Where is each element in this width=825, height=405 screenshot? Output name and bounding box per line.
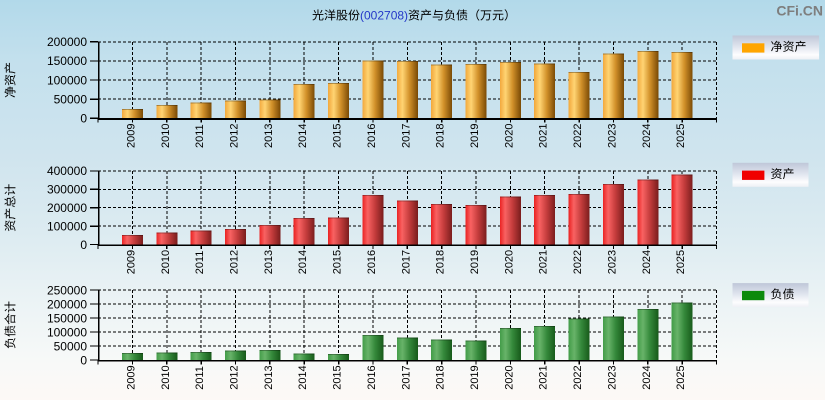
svg-text:2016: 2016 (366, 124, 378, 148)
svg-text:150000: 150000 (47, 54, 87, 68)
svg-text:2017: 2017 (400, 250, 412, 274)
svg-text:2024: 2024 (641, 250, 653, 274)
svg-text:100000: 100000 (47, 219, 87, 233)
svg-text:2018: 2018 (435, 250, 447, 274)
svg-text:2014: 2014 (297, 250, 309, 274)
svg-text:2011: 2011 (194, 251, 206, 275)
svg-text:CFi.CN: CFi.CN (776, 3, 823, 19)
svg-text:2012: 2012 (229, 365, 241, 389)
svg-text:2025: 2025 (675, 250, 687, 274)
svg-text:2013: 2013 (263, 365, 275, 389)
svg-text:2015: 2015 (332, 250, 344, 274)
svg-text:100000: 100000 (47, 325, 87, 339)
svg-text:50000: 50000 (54, 339, 88, 353)
svg-text:400000: 400000 (47, 164, 87, 178)
svg-text:2017: 2017 (400, 365, 412, 389)
svg-text:2010: 2010 (160, 250, 172, 274)
svg-text:2013: 2013 (263, 124, 275, 148)
svg-text:200000: 200000 (47, 297, 87, 311)
svg-text:2022: 2022 (572, 124, 584, 148)
svg-text:2016: 2016 (366, 250, 378, 274)
svg-text:2015: 2015 (332, 365, 344, 389)
svg-text:2019: 2019 (469, 250, 481, 274)
svg-text:2025: 2025 (675, 124, 687, 148)
svg-text:2011: 2011 (194, 124, 206, 148)
svg-text:0: 0 (80, 353, 87, 367)
svg-text:2020: 2020 (503, 365, 515, 389)
svg-text:2017: 2017 (400, 124, 412, 148)
svg-text:200000: 200000 (47, 201, 87, 215)
svg-text:150000: 150000 (47, 311, 87, 325)
svg-text:(002708): (002708) (360, 9, 408, 23)
svg-text:2012: 2012 (229, 124, 241, 148)
svg-text:2021: 2021 (538, 250, 550, 274)
svg-text:2020: 2020 (503, 124, 515, 148)
svg-text:2010: 2010 (160, 124, 172, 148)
svg-text:2023: 2023 (606, 365, 618, 389)
svg-text:2014: 2014 (297, 124, 309, 148)
svg-text:2016: 2016 (366, 365, 378, 389)
svg-text:2021: 2021 (538, 124, 550, 148)
svg-text:2021: 2021 (538, 365, 550, 389)
svg-text:2010: 2010 (160, 365, 172, 389)
svg-text:0: 0 (80, 112, 87, 126)
svg-text:50000: 50000 (54, 92, 88, 106)
svg-text:2009: 2009 (125, 250, 137, 274)
svg-text:2012: 2012 (229, 250, 241, 274)
svg-text:100000: 100000 (47, 73, 87, 87)
svg-text:2013: 2013 (263, 250, 275, 274)
svg-text:200000: 200000 (47, 35, 87, 49)
svg-text:2024: 2024 (641, 124, 653, 148)
svg-text:300000: 300000 (47, 183, 87, 197)
svg-text:2009: 2009 (125, 365, 137, 389)
svg-text:250000: 250000 (47, 283, 87, 297)
svg-text:2019: 2019 (469, 124, 481, 148)
svg-text:2011: 2011 (194, 366, 206, 390)
svg-text:0: 0 (80, 238, 87, 252)
svg-text:2025: 2025 (675, 365, 687, 389)
svg-text:2022: 2022 (572, 250, 584, 274)
svg-text:2023: 2023 (606, 124, 618, 148)
svg-text:2018: 2018 (435, 124, 447, 148)
svg-text:2009: 2009 (125, 124, 137, 148)
svg-text:2023: 2023 (606, 250, 618, 274)
svg-text:2014: 2014 (297, 365, 309, 389)
svg-text:2015: 2015 (332, 124, 344, 148)
svg-text:2024: 2024 (641, 365, 653, 389)
svg-text:2020: 2020 (503, 250, 515, 274)
svg-text:2022: 2022 (572, 365, 584, 389)
svg-text:2018: 2018 (435, 365, 447, 389)
svg-text:2019: 2019 (469, 365, 481, 389)
